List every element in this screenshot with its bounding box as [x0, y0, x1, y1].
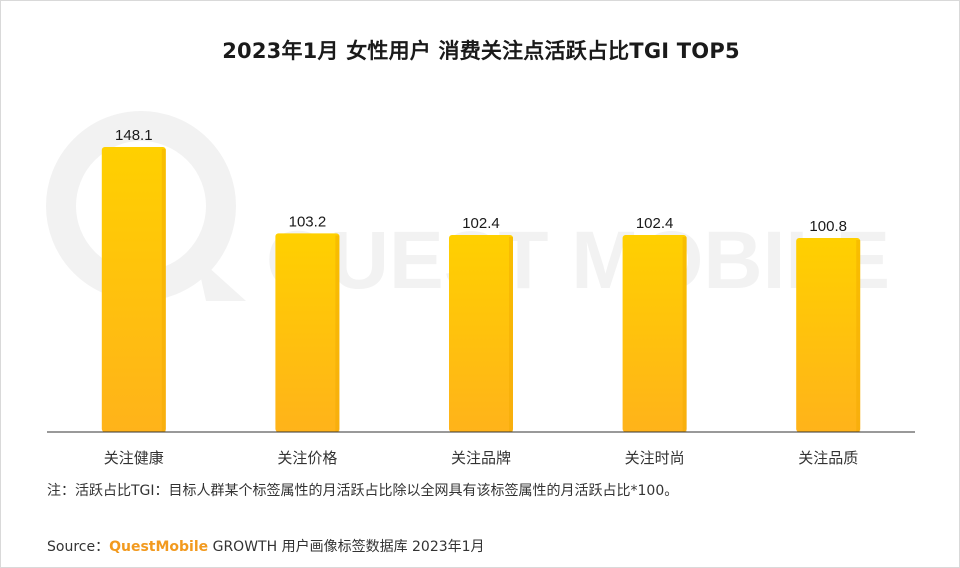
bar-2: [275, 233, 340, 432]
footnote: 注：活跃占比TGI：目标人群某个标签属性的月活跃占比除以全网具有该标签属性的月活…: [47, 483, 679, 499]
source-label: Source：: [47, 539, 110, 555]
value-label-5: 100.8: [809, 218, 847, 235]
source-text: GROWTH 用户画像标签数据库 2023年1月: [208, 539, 485, 555]
bar-3: [449, 234, 513, 432]
category-label-4: 关注时尚: [625, 449, 685, 467]
source-brand: QuestMobile: [109, 539, 209, 555]
category-label-1: 关注健康: [104, 449, 164, 467]
bar-shade-4: [682, 236, 687, 432]
value-label-2: 103.2: [289, 213, 327, 230]
bar-4: [622, 234, 687, 432]
bar-shade-1: [161, 149, 166, 432]
chart-title: 2023年1月 女性用户 消费关注点活跃占比TGI TOP5: [222, 39, 740, 63]
bar-5: [796, 238, 861, 432]
bar-shade-5: [856, 240, 861, 432]
value-label-3: 102.4: [462, 215, 500, 232]
bar-shade-3: [509, 236, 513, 432]
category-label-2: 关注价格: [277, 449, 337, 467]
bar-shade-2: [335, 235, 340, 432]
value-label-4: 102.4: [636, 215, 674, 232]
category-label-5: 关注品质: [798, 449, 858, 467]
category-label-3: 关注品牌: [451, 449, 511, 467]
bar-1: [101, 147, 166, 432]
source-line: Source：QuestMobile GROWTH 用户画像标签数据库 2023…: [47, 536, 485, 556]
value-label-1: 148.1: [115, 127, 153, 144]
